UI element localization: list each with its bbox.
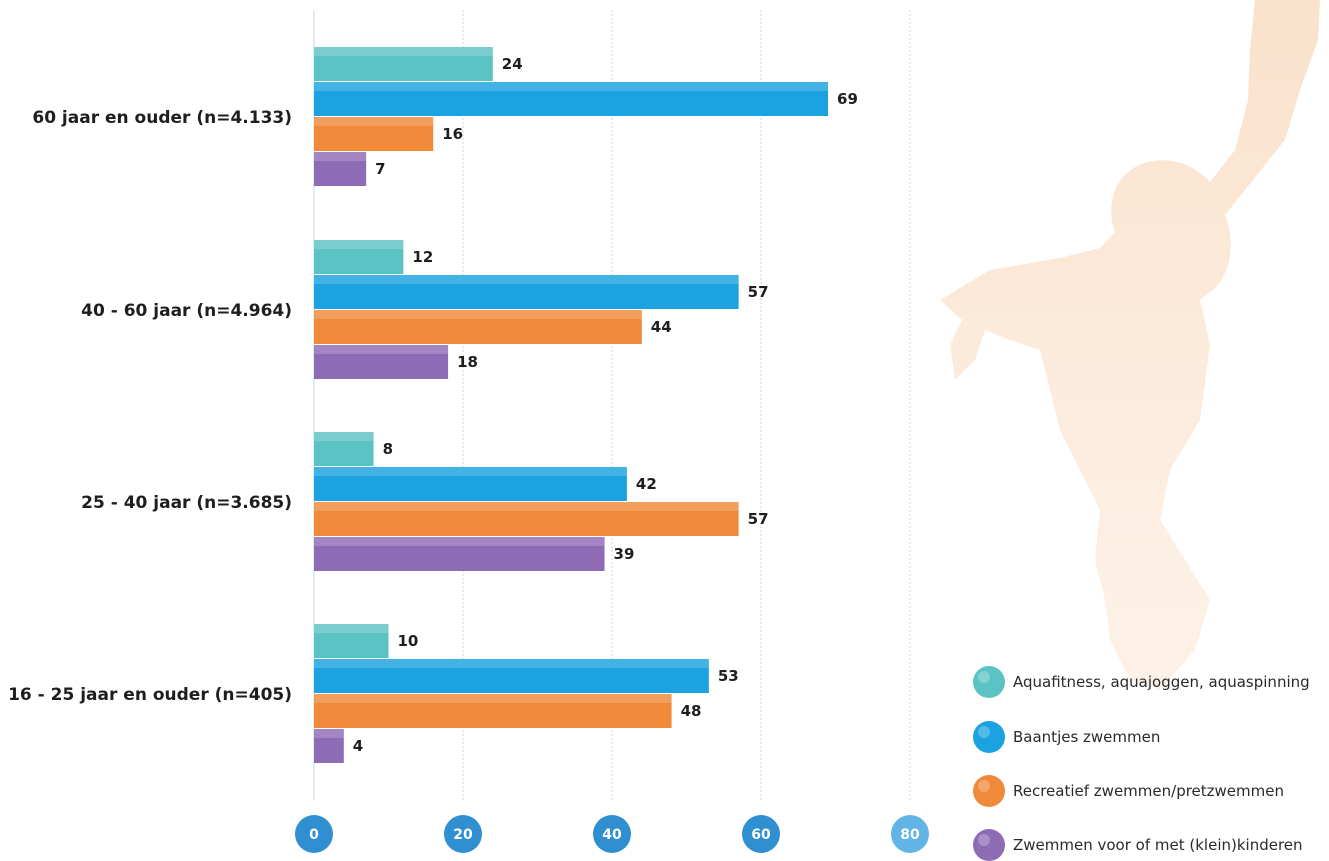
bar-highlight [314, 82, 829, 91]
tick-circle-0 [295, 815, 333, 853]
bar-highlight [314, 152, 367, 161]
bar-25-40-jaar-n-3-685-recreatief-zwemmen-pretzwemmen [314, 502, 739, 536]
legend-swatch-baantjes-zwemmen [973, 721, 1005, 753]
bar-60-jaar-en-ouder-n-4-133-baantjes-zwemmen [314, 82, 829, 116]
value-label: 53 [718, 667, 739, 685]
bar-25-40-jaar-n-3-685-zwemmen-voor-of-met-klein-kinderen [314, 537, 605, 571]
value-label: 48 [681, 702, 702, 720]
bar-highlight [314, 659, 709, 668]
bar-highlight [314, 240, 404, 249]
tick-circle-40 [593, 815, 631, 853]
bar-60-jaar-en-ouder-n-4-133-zwemmen-voor-of-met-klein-kinderen [314, 152, 367, 186]
value-label: 12 [412, 248, 433, 266]
value-label: 69 [837, 90, 858, 108]
bar-highlight [314, 47, 493, 56]
tick-circle-20 [444, 815, 482, 853]
bar-highlight [314, 502, 739, 511]
legend-swatch-shine [978, 726, 990, 738]
value-label: 10 [398, 632, 419, 650]
legend-label: Baantjes zwemmen [1013, 728, 1160, 746]
legend-swatch-shine [978, 671, 990, 683]
bar-16-25-jaar-en-ouder-n-405-baantjes-zwemmen [314, 659, 709, 693]
legend-swatch-recreatief-zwemmen-pretzwemmen [973, 775, 1005, 807]
swimmer-silhouette [940, 0, 1320, 690]
legend-label: Zwemmen voor of met (klein)kinderen [1013, 836, 1303, 854]
value-label: 16 [442, 125, 463, 143]
tick-label: 60 [751, 827, 771, 843]
value-label: 8 [383, 440, 393, 458]
tick-label: 0 [309, 827, 319, 843]
bar-25-40-jaar-n-3-685-baantjes-zwemmen [314, 467, 627, 501]
value-label: 4 [353, 737, 363, 755]
bar-highlight [314, 117, 434, 126]
legend-swatch-zwemmen-voor-of-met-klein-kinderen [973, 829, 1005, 861]
bar-40-60-jaar-n-4-964-baantjes-zwemmen [314, 275, 739, 309]
value-label: 7 [375, 160, 385, 178]
bar-40-60-jaar-n-4-964-aquafitness-aquajoggen-aquaspinning [314, 240, 404, 274]
bar-40-60-jaar-n-4-964-zwemmen-voor-of-met-klein-kinderen [314, 345, 449, 379]
bar-highlight [314, 467, 627, 476]
bar-40-60-jaar-n-4-964-recreatief-zwemmen-pretzwemmen [314, 310, 642, 344]
bar-highlight [314, 275, 739, 284]
legend-swatch-shine [978, 780, 990, 792]
bar-highlight [314, 624, 389, 633]
value-label: 57 [748, 283, 769, 301]
bar-highlight [314, 729, 344, 738]
value-label: 44 [651, 318, 672, 336]
bar-highlight [314, 310, 642, 319]
value-label: 57 [748, 510, 769, 528]
bar-16-25-jaar-en-ouder-n-405-recreatief-zwemmen-pretzwemmen [314, 694, 672, 728]
category-label: 40 - 60 jaar (n=4.964) [81, 301, 292, 321]
bar-16-25-jaar-en-ouder-n-405-aquafitness-aquajoggen-aquaspinning [314, 624, 389, 658]
bar-highlight [314, 345, 449, 354]
value-label: 39 [614, 545, 635, 563]
legend-label: Recreatief zwemmen/pretzwemmen [1013, 782, 1284, 800]
legend-swatch-shine [978, 834, 990, 846]
bar-highlight [314, 537, 605, 546]
tick-label: 20 [453, 827, 473, 843]
tick-label: 40 [602, 827, 622, 843]
category-label: 16 - 25 jaar en ouder (n=405) [8, 685, 292, 705]
bar-16-25-jaar-en-ouder-n-405-zwemmen-voor-of-met-klein-kinderen [314, 729, 344, 763]
bar-highlight [314, 694, 672, 703]
bar-60-jaar-en-ouder-n-4-133-recreatief-zwemmen-pretzwemmen [314, 117, 434, 151]
value-label: 18 [457, 353, 478, 371]
category-label: 60 jaar en ouder (n=4.133) [32, 108, 292, 128]
bar-25-40-jaar-n-3-685-aquafitness-aquajoggen-aquaspinning [314, 432, 374, 466]
value-label: 24 [502, 55, 523, 73]
value-label: 42 [636, 475, 657, 493]
legend-label: Aquafitness, aquajoggen, aquaspinning [1013, 673, 1310, 691]
legend-swatch-aquafitness-aquajoggen-aquaspinning [973, 666, 1005, 698]
bar-60-jaar-en-ouder-n-4-133-aquafitness-aquajoggen-aquaspinning [314, 47, 493, 81]
tick-label: 80 [900, 827, 920, 843]
tick-circle-60 [742, 815, 780, 853]
bar-highlight [314, 432, 374, 441]
category-label: 25 - 40 jaar (n=3.685) [81, 493, 292, 513]
tick-circle-80 [891, 815, 929, 853]
